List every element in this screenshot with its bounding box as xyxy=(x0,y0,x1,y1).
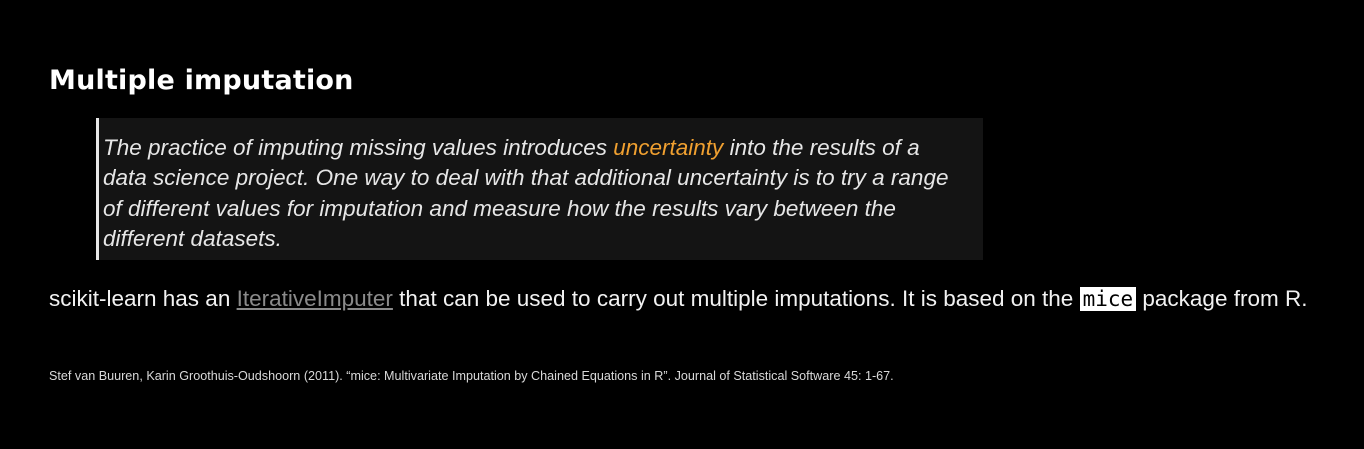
quote-text: The practice of imputing missing values … xyxy=(103,133,963,254)
mice-code: mice xyxy=(1079,287,1137,311)
iterative-imputer-link[interactable]: IterativeImputer xyxy=(236,286,393,311)
citation: Stef van Buuren, Karin Groothuis-Oudshoo… xyxy=(49,369,894,383)
quote-highlight: uncertainty xyxy=(613,135,724,160)
body-paragraph: scikit-learn has an IterativeImputer tha… xyxy=(49,284,1329,315)
body-prefix: scikit-learn has an xyxy=(49,286,237,311)
body-suffix: package from R. xyxy=(1136,286,1308,311)
quote-block: The practice of imputing missing values … xyxy=(96,118,983,260)
quote-text-start: The practice of imputing missing values … xyxy=(103,135,614,160)
quote-text-end: into the results of a data science proje… xyxy=(103,135,949,251)
body-middle: that can be used to carry out multiple i… xyxy=(392,286,1080,311)
slide-title: Multiple imputation xyxy=(49,65,354,96)
